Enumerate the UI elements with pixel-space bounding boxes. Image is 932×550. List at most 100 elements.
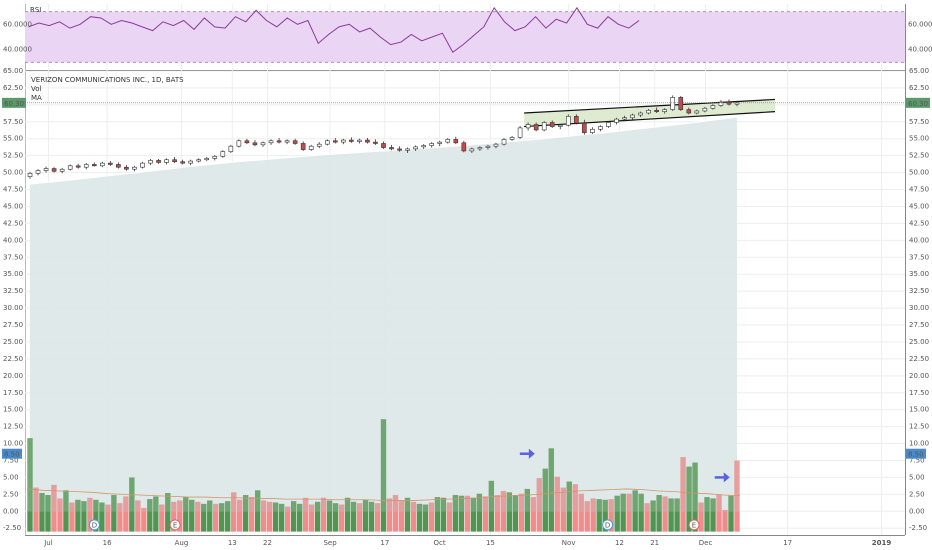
volume-bar <box>470 497 477 512</box>
volume-bar-base <box>272 511 279 532</box>
volume-bar-base <box>183 511 189 532</box>
volume-bar <box>560 487 566 512</box>
price-y-tick-label-left: 32.50 <box>3 287 23 295</box>
candle <box>341 138 346 145</box>
candle <box>429 142 435 148</box>
volume-bar-base <box>117 511 123 532</box>
volume-bar <box>266 501 273 512</box>
volume-bar-base <box>614 511 620 532</box>
candle-body <box>43 168 49 171</box>
price-y-tick-label: 0.00 <box>909 507 925 515</box>
volume-bar-base <box>105 511 111 532</box>
candle <box>662 108 667 114</box>
volume-bar-base <box>57 511 63 532</box>
volume-bar-base <box>392 511 399 532</box>
volume-bar-base <box>320 511 327 532</box>
volume-bar-base <box>33 511 39 532</box>
volume-bar-base <box>422 511 429 532</box>
candle-body <box>59 168 65 172</box>
price-y-tick-label: 12.50 <box>909 423 929 431</box>
volume-bar <box>512 495 519 512</box>
volume-bar-base <box>662 511 668 532</box>
volume-bar <box>248 497 255 512</box>
candle <box>164 158 169 165</box>
candle <box>381 141 386 149</box>
volume-bar-base <box>680 511 686 532</box>
volume-bar-base <box>225 511 231 532</box>
price-y-tick-label-left: 15.00 <box>3 406 23 414</box>
candle-body <box>622 117 627 120</box>
volume-bar-base <box>416 511 423 532</box>
volume-bar <box>105 504 111 512</box>
volume-bar-base <box>356 511 363 532</box>
candle-body <box>228 145 234 152</box>
volume-bar <box>620 493 626 512</box>
volume-bar-base <box>159 511 165 532</box>
candle-body <box>252 142 258 146</box>
candle-body <box>67 165 73 170</box>
volume-bar-base <box>722 511 728 532</box>
arrow-head <box>723 472 730 483</box>
volume-bar <box>308 504 315 512</box>
candle <box>517 125 523 139</box>
volume-bar-base <box>63 511 69 532</box>
volume-bar-base <box>75 511 81 532</box>
volume-bar <box>392 495 399 512</box>
volume-bar-base <box>39 511 45 532</box>
candle-body <box>598 126 603 130</box>
volume-bar-base <box>524 511 530 532</box>
price-y-tick-label: 65.00 <box>909 67 929 75</box>
candle-body <box>397 148 402 151</box>
volume-bar <box>362 499 369 512</box>
candle <box>405 147 410 153</box>
price-y-tick-label: 22.50 <box>909 355 929 363</box>
volume-bar-base <box>314 511 321 532</box>
volume-bar-base <box>350 511 357 532</box>
channel-lower-line <box>524 111 776 128</box>
price-y-tick-label: 55.00 <box>909 135 929 143</box>
x-tick-label: Nov <box>562 539 576 547</box>
volume-bar-base <box>632 511 638 532</box>
candle-body <box>461 142 467 152</box>
volume-bar-base <box>398 511 405 532</box>
volume-bar <box>698 502 704 512</box>
volume-bar <box>302 497 309 512</box>
volume-bar-base <box>470 511 477 532</box>
candle-body <box>373 141 378 144</box>
price-y-tick-label: 10.00 <box>909 440 929 448</box>
price-y-tick-label: -2.50 <box>909 524 927 532</box>
volume-bar-base <box>584 511 590 532</box>
candle-body <box>284 140 290 143</box>
price-y-tick-label-left: 40.00 <box>3 236 23 244</box>
candle-body <box>646 109 651 114</box>
volume-bar <box>488 480 495 512</box>
candle <box>461 140 467 153</box>
candle-body <box>630 114 635 119</box>
candle <box>324 139 330 146</box>
candle <box>83 163 89 170</box>
volume-bar-base <box>195 511 201 532</box>
candle <box>108 161 113 166</box>
candle-body <box>606 122 611 127</box>
price-y-tick-label: 25.00 <box>909 338 929 346</box>
volume-bar-base <box>728 511 734 532</box>
volume-bar <box>668 498 674 512</box>
candle <box>565 114 571 127</box>
candle <box>43 166 49 173</box>
volume-bar <box>237 499 243 512</box>
candle-body <box>27 172 33 177</box>
candle-body <box>212 156 218 159</box>
candle <box>308 144 314 151</box>
candle-body <box>365 139 370 143</box>
volume-bar <box>254 490 261 512</box>
candle <box>51 167 57 173</box>
volume-bar-base <box>410 511 417 532</box>
price-y-tick-label: 42.50 <box>909 219 929 227</box>
price-y-tick-label: 5.00 <box>909 473 925 481</box>
volume-bar <box>416 503 423 512</box>
volume-bar <box>213 503 219 512</box>
volume-bar <box>584 501 590 512</box>
candle-body <box>590 128 595 133</box>
event-marker-label: E <box>692 521 696 529</box>
volume-bar <box>536 478 542 512</box>
